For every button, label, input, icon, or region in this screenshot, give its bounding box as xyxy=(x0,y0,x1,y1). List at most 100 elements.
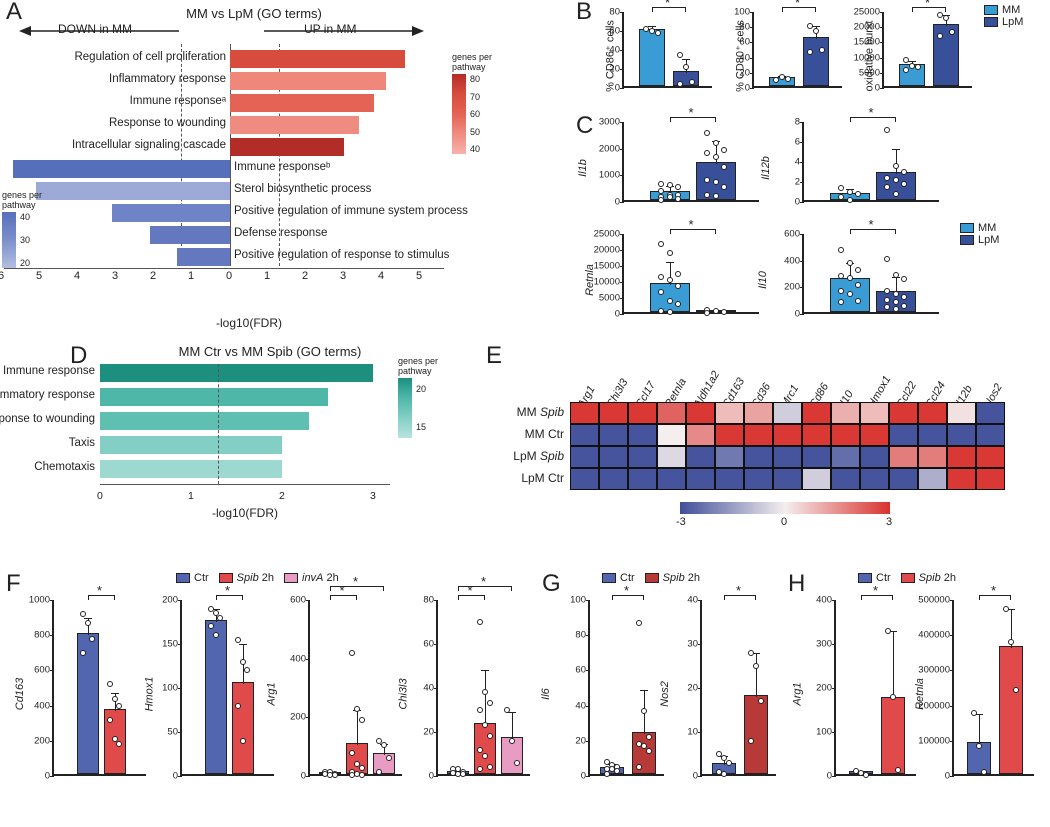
go-label: Positive regulation of response to stimu… xyxy=(234,249,449,261)
bar-chart: 010203040*Nos2 xyxy=(674,594,778,794)
data-point xyxy=(460,771,466,777)
heatmap-cell xyxy=(744,468,773,490)
bar-lpm xyxy=(803,37,829,86)
data-point xyxy=(1008,639,1014,645)
heatmap-cell xyxy=(860,468,889,490)
data-point xyxy=(675,196,681,202)
data-point xyxy=(667,298,673,304)
data-point xyxy=(658,197,664,203)
go-label: Sterol biosynthetic process xyxy=(234,183,371,195)
genes-per-pathway-legend: genes perpathway403020 xyxy=(2,212,16,268)
panel-g: CtrSpib 2h020406080100*Il6010203040*Nos2 xyxy=(562,576,782,816)
data-point xyxy=(721,147,727,153)
data-point xyxy=(80,611,86,617)
go-bar-down xyxy=(177,248,230,266)
data-point xyxy=(658,308,664,314)
bar-chart: 0500010000150002000025000*oxidative burs… xyxy=(856,6,974,106)
data-point xyxy=(819,47,825,53)
data-point xyxy=(713,140,719,146)
panel-legend: CtrSpib 2h xyxy=(602,572,710,584)
heatmap-cell xyxy=(570,446,599,468)
heatmap-cell xyxy=(657,468,686,490)
go-bar xyxy=(100,412,309,430)
data-point xyxy=(855,267,861,273)
data-point xyxy=(667,182,673,188)
data-point xyxy=(713,193,719,199)
heatmap-cell xyxy=(889,468,918,490)
heatmap-cell xyxy=(918,424,947,446)
data-point xyxy=(349,650,355,656)
data-point xyxy=(785,76,791,82)
data-point xyxy=(677,81,683,87)
bar-spib xyxy=(232,682,254,774)
data-point xyxy=(885,628,891,634)
heatmap-cell xyxy=(628,468,657,490)
a-xlabel: -log10(FDR) xyxy=(4,316,494,330)
heatmap-cell xyxy=(947,468,976,490)
heatmap-cell xyxy=(889,424,918,446)
heatmap-cell xyxy=(976,468,1005,490)
heatmap-cell xyxy=(686,424,715,446)
data-point xyxy=(847,275,853,281)
heatmap-row-label: MM Ctr xyxy=(490,427,564,441)
data-point xyxy=(240,738,246,744)
go-bar-up xyxy=(230,94,374,112)
data-point xyxy=(884,175,890,181)
data-point xyxy=(847,189,853,195)
data-point xyxy=(675,184,681,190)
panel-e-heatmap: Arg1Chi3l3Ccl17RetnlaAldh1a2Cd163Cd36Mrc… xyxy=(490,358,1040,528)
data-point xyxy=(901,294,907,300)
data-point xyxy=(704,150,710,156)
heatmap-cell xyxy=(686,446,715,468)
heatmap-cell xyxy=(599,424,628,446)
heatmap-cell xyxy=(947,446,976,468)
heatmap-cell xyxy=(686,402,715,424)
data-point xyxy=(884,304,890,310)
heatmap-cell xyxy=(831,402,860,424)
panel-legend: CtrSpib 2hinvA 2h xyxy=(176,572,349,584)
heatmap-cell xyxy=(570,468,599,490)
heatmap-row-label: MM Spib xyxy=(490,405,564,419)
heatmap-cell xyxy=(802,402,831,424)
go-label: Immune response xyxy=(3,365,95,377)
panel-label-h: H xyxy=(788,570,805,598)
data-point xyxy=(807,23,813,29)
panel-a-go-diverging: MM vs LpM (GO terms) DOWN in MM UP in MM… xyxy=(4,4,544,324)
data-point xyxy=(893,299,899,305)
data-point xyxy=(748,738,754,744)
heatmap-cell xyxy=(889,402,918,424)
data-point xyxy=(903,57,909,63)
data-point xyxy=(116,703,122,709)
heatmap-cell xyxy=(802,468,831,490)
data-point xyxy=(838,194,844,200)
data-point xyxy=(893,177,899,183)
panel-c: 0100020003000*Il1b02468*Il12b05000100001… xyxy=(596,116,1026,336)
data-point xyxy=(903,67,909,73)
heatmap-cell xyxy=(628,402,657,424)
heatmap-row-label: LpM Spib xyxy=(490,449,564,463)
data-point xyxy=(667,194,673,200)
data-point xyxy=(487,764,493,770)
heatmap-cell xyxy=(715,402,744,424)
heatmap-cell xyxy=(831,468,860,490)
data-point xyxy=(675,271,681,277)
data-point xyxy=(376,769,382,775)
data-point xyxy=(235,637,241,643)
heatmap-cell xyxy=(773,424,802,446)
bar-chart: 050100150200*Hmox1 xyxy=(154,594,276,794)
a-plot-area: Regulation of cell proliferationInflamma… xyxy=(4,44,494,286)
bar-spib xyxy=(744,695,768,774)
go-bar-down xyxy=(36,182,230,200)
heatmap-cell xyxy=(570,424,599,446)
heatmap-cell xyxy=(773,468,802,490)
data-point xyxy=(748,650,754,656)
go-label: Regulation of cell proliferation xyxy=(74,51,226,63)
bar-chart: 0100020003000*Il1b xyxy=(596,116,761,220)
data-point xyxy=(704,310,710,316)
heatmap-cell xyxy=(976,446,1005,468)
heatmap-cell xyxy=(918,402,947,424)
data-point xyxy=(884,297,890,303)
data-point xyxy=(509,738,515,744)
heatmap-cell xyxy=(744,446,773,468)
data-point xyxy=(381,742,387,748)
